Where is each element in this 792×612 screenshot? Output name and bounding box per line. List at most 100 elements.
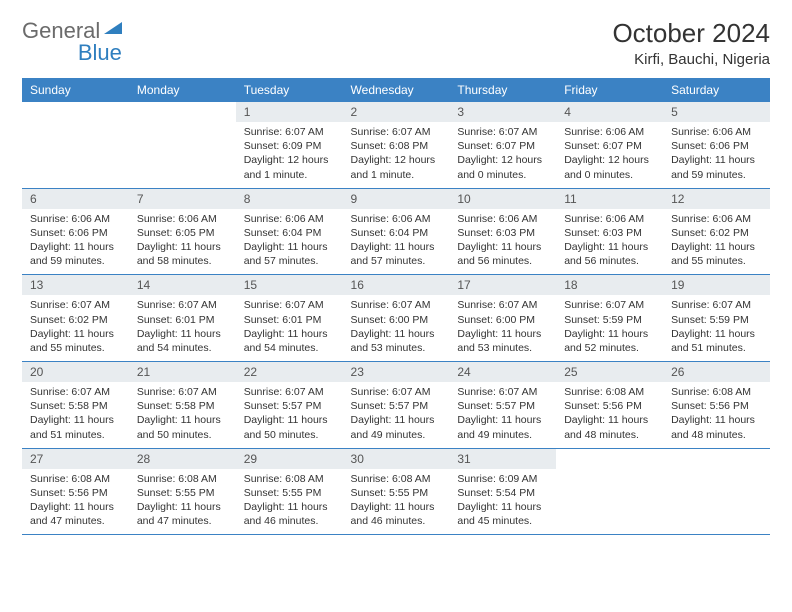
day-number: 16 [343, 275, 450, 295]
calendar-cell: 9Sunrise: 6:06 AMSunset: 6:04 PMDaylight… [343, 188, 450, 275]
day-number: 18 [556, 275, 663, 295]
weekday-header: Wednesday [343, 78, 450, 102]
calendar-table: Sunday Monday Tuesday Wednesday Thursday… [22, 78, 770, 535]
sunset-text: Sunset: 5:56 PM [30, 486, 121, 500]
sunrise-text: Sunrise: 6:07 AM [30, 298, 121, 312]
sunrise-text: Sunrise: 6:07 AM [457, 385, 548, 399]
day-details: Sunrise: 6:07 AMSunset: 5:57 PMDaylight:… [343, 382, 450, 448]
sunrise-text: Sunrise: 6:08 AM [244, 472, 335, 486]
sunrise-text: Sunrise: 6:07 AM [457, 125, 548, 139]
sunrise-text: Sunrise: 6:08 AM [671, 385, 762, 399]
daylight-text: Daylight: 12 hours and 0 minutes. [457, 153, 548, 181]
calendar-cell [129, 102, 236, 188]
day-number: 11 [556, 189, 663, 209]
calendar-cell: 22 Sunrise: 6:07 AMSunset: 5:57 PMDayligh… [236, 362, 343, 449]
day-number: 28 [129, 449, 236, 469]
day-details: Sunrise: 6:08 AMSunset: 5:55 PMDaylight:… [236, 469, 343, 535]
sunrise-text: Sunrise: 6:06 AM [30, 212, 121, 226]
day-number: 6 [22, 189, 129, 209]
day-number: 27 [22, 449, 129, 469]
day-number: 10 [449, 189, 556, 209]
sunset-text: Sunset: 5:59 PM [564, 313, 655, 327]
sunrise-text: Sunrise: 6:07 AM [244, 125, 335, 139]
weekday-header: Saturday [663, 78, 770, 102]
day-details: Sunrise: 6:07 AMSunset: 5:58 PMDaylight:… [129, 382, 236, 448]
daylight-text: Daylight: 11 hours and 50 minutes. [244, 413, 335, 441]
daylight-text: Daylight: 11 hours and 56 minutes. [457, 240, 548, 268]
sunset-text: Sunset: 5:58 PM [30, 399, 121, 413]
calendar-row: 6Sunrise: 6:06 AMSunset: 6:06 PMDaylight… [22, 188, 770, 275]
calendar-cell: 18Sunrise: 6:07 AMSunset: 5:59 PMDayligh… [556, 275, 663, 362]
day-details: Sunrise: 6:06 AMSunset: 6:06 PMDaylight:… [663, 122, 770, 188]
day-details: Sunrise: 6:07 AMSunset: 5:57 PMDaylight:… [449, 382, 556, 448]
month-title: October 2024 [612, 18, 770, 49]
day-number: 9 [343, 189, 450, 209]
day-number: 19 [663, 275, 770, 295]
calendar-cell [663, 448, 770, 535]
day-number: 7 [129, 189, 236, 209]
day-details: Sunrise: 6:06 AMSunset: 6:03 PMDaylight:… [556, 209, 663, 275]
sunset-text: Sunset: 6:05 PM [137, 226, 228, 240]
sunrise-text: Sunrise: 6:06 AM [137, 212, 228, 226]
daylight-text: Daylight: 11 hours and 57 minutes. [244, 240, 335, 268]
day-number: 3 [449, 102, 556, 122]
calendar-cell: 23Sunrise: 6:07 AMSunset: 5:57 PMDayligh… [343, 362, 450, 449]
day-details: Sunrise: 6:06 AMSunset: 6:04 PMDaylight:… [236, 209, 343, 275]
sunrise-text: Sunrise: 6:07 AM [351, 385, 442, 399]
day-number: 12 [663, 189, 770, 209]
weekday-header: Thursday [449, 78, 556, 102]
sunrise-text: Sunrise: 6:07 AM [671, 298, 762, 312]
calendar-cell: 11Sunrise: 6:06 AMSunset: 6:03 PMDayligh… [556, 188, 663, 275]
calendar-row: 1Sunrise: 6:07 AMSunset: 6:09 PMDaylight… [22, 102, 770, 188]
sunset-text: Sunset: 5:55 PM [351, 486, 442, 500]
day-number: 4 [556, 102, 663, 122]
sunset-text: Sunset: 6:02 PM [30, 313, 121, 327]
sunrise-text: Sunrise: 6:06 AM [244, 212, 335, 226]
calendar-cell: 19Sunrise: 6:07 AMSunset: 5:59 PMDayligh… [663, 275, 770, 362]
sunrise-text: Sunrise: 6:06 AM [457, 212, 548, 226]
calendar-cell: 21Sunrise: 6:07 AMSunset: 5:58 PMDayligh… [129, 362, 236, 449]
calendar-row: 27Sunrise: 6:08 AMSunset: 5:56 PMDayligh… [22, 448, 770, 535]
weekday-header: Monday [129, 78, 236, 102]
calendar-cell: 12Sunrise: 6:06 AMSunset: 6:02 PMDayligh… [663, 188, 770, 275]
daylight-text: Daylight: 11 hours and 47 minutes. [30, 500, 121, 528]
sunrise-text: Sunrise: 6:08 AM [351, 472, 442, 486]
daylight-text: Daylight: 11 hours and 54 minutes. [137, 327, 228, 355]
sunset-text: Sunset: 5:54 PM [457, 486, 548, 500]
weekday-header: Tuesday [236, 78, 343, 102]
sunrise-text: Sunrise: 6:07 AM [564, 298, 655, 312]
daylight-text: Daylight: 11 hours and 53 minutes. [457, 327, 548, 355]
daylight-text: Daylight: 12 hours and 1 minute. [244, 153, 335, 181]
daylight-text: Daylight: 11 hours and 59 minutes. [671, 153, 762, 181]
logo-line2: GeneBlue [22, 40, 122, 66]
sunrise-text: Sunrise: 6:07 AM [244, 385, 335, 399]
calendar-row: 20Sunrise: 6:07 AMSunset: 5:58 PMDayligh… [22, 362, 770, 449]
daylight-text: Daylight: 11 hours and 46 minutes. [244, 500, 335, 528]
sunset-text: Sunset: 6:07 PM [457, 139, 548, 153]
day-details: Sunrise: 6:07 AMSunset: 5:58 PMDaylight:… [22, 382, 129, 448]
day-details: Sunrise: 6:08 AMSunset: 5:56 PMDaylight:… [556, 382, 663, 448]
sunset-text: Sunset: 5:59 PM [671, 313, 762, 327]
day-details: Sunrise: 6:06 AMSunset: 6:06 PMDaylight:… [22, 209, 129, 275]
day-number: 23 [343, 362, 450, 382]
calendar-row: 13Sunrise: 6:07 AMSunset: 6:02 PMDayligh… [22, 275, 770, 362]
daylight-text: Daylight: 11 hours and 55 minutes. [30, 327, 121, 355]
day-number: 22 [236, 362, 343, 382]
day-details: Sunrise: 6:07 AMSunset: 6:09 PMDaylight:… [236, 122, 343, 188]
sunset-text: Sunset: 6:03 PM [564, 226, 655, 240]
location: Kirfi, Bauchi, Nigeria [612, 51, 770, 68]
calendar-cell: 8Sunrise: 6:06 AMSunset: 6:04 PMDaylight… [236, 188, 343, 275]
sunset-text: Sunset: 5:58 PM [137, 399, 228, 413]
day-number: 24 [449, 362, 556, 382]
sunset-text: Sunset: 5:57 PM [244, 399, 335, 413]
calendar-cell: 4Sunrise: 6:06 AMSunset: 6:07 PMDaylight… [556, 102, 663, 188]
day-number: 21 [129, 362, 236, 382]
day-details: Sunrise: 6:07 AMSunset: 5:59 PMDaylight:… [556, 295, 663, 361]
day-details: Sunrise: 6:07 AMSunset: 6:08 PMDaylight:… [343, 122, 450, 188]
sunset-text: Sunset: 6:09 PM [244, 139, 335, 153]
day-details: Sunrise: 6:07 AMSunset: 5:59 PMDaylight:… [663, 295, 770, 361]
sunset-text: Sunset: 6:01 PM [137, 313, 228, 327]
daylight-text: Daylight: 11 hours and 49 minutes. [351, 413, 442, 441]
sunrise-text: Sunrise: 6:06 AM [351, 212, 442, 226]
calendar-cell: 2Sunrise: 6:07 AMSunset: 6:08 PMDaylight… [343, 102, 450, 188]
